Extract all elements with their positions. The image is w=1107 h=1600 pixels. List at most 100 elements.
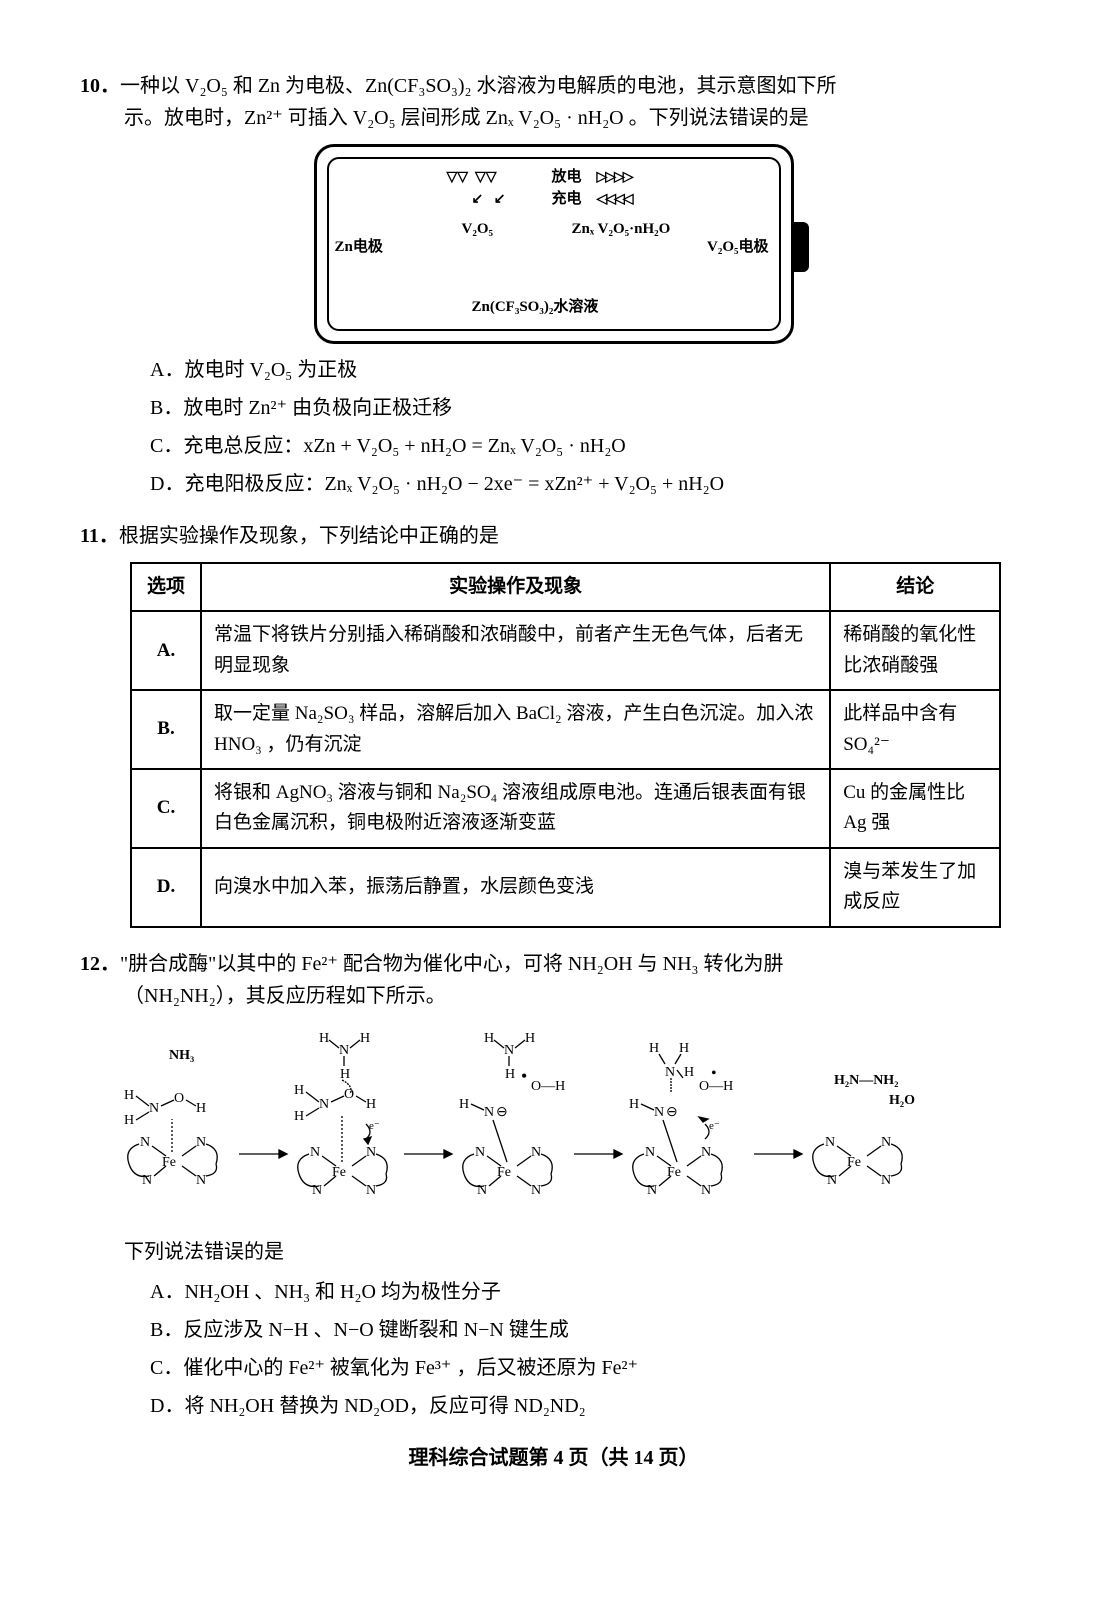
- svg-text:O: O: [174, 1091, 184, 1106]
- q10-number: 10．: [80, 75, 120, 97]
- znv2o5-label: Znₓ V₂O₅·nH₂O: [572, 217, 671, 241]
- cell-concl-d: 溴与苯发生了加成反应: [830, 848, 1000, 927]
- table-header-row: 选项 实验操作及现象 结论: [131, 563, 1000, 611]
- v2o5-label: V₂O₅: [462, 217, 494, 241]
- svg-text:N: N: [531, 1183, 541, 1198]
- q12-option-d: D．将 NH₂OH 替换为 ND₂OD，反应可得 ND₂ND₂: [150, 1390, 1027, 1422]
- product-water: H₂O: [889, 1093, 915, 1108]
- cell-op-b: 取一定量 Na₂SO₃ 样品，溶解后加入 BaCl₂ 溶液，产生白色沉淀。加入浓…: [201, 690, 830, 769]
- question-12: 12．"肼合成酶"以其中的 Fe²⁺ 配合物为催化中心，可将 NH₂OH 与 N…: [80, 948, 1027, 1422]
- cell-sel-c: C.: [131, 769, 201, 848]
- q11-table: 选项 实验操作及现象 结论 A. 常温下将铁片分别插入稀硝酸和浓硝酸中，前者产生…: [130, 562, 1001, 928]
- q10-option-c: C．充电总反应：xZn + V₂O₅ + nH₂O = Znₓ V₂O₅ · n…: [150, 430, 1027, 462]
- svg-text:H: H: [360, 1031, 370, 1046]
- svg-text:N: N: [701, 1183, 711, 1198]
- zn-electrode-label: Zn电极: [335, 235, 383, 259]
- svg-text:N: N: [665, 1065, 675, 1080]
- charge-label: 充电: [552, 187, 582, 211]
- page-footer: 理科综合试题第 4 页（共 14 页）: [80, 1442, 1027, 1474]
- q12-option-a: A．NH₂OH 、NH₃ 和 H₂O 均为极性分子: [150, 1276, 1027, 1308]
- q12-number: 12．: [80, 953, 120, 975]
- svg-text:N: N: [366, 1145, 376, 1160]
- svg-text:N: N: [196, 1135, 206, 1150]
- mech-structure-1: NH₃ H H N O H N N Fe N N: [124, 1048, 217, 1188]
- svg-text:H: H: [484, 1031, 494, 1046]
- mechanism-diagram: NH₃ H H N O H N N Fe N N: [80, 1024, 1027, 1224]
- q10-option-b: B．放电时 Zn²⁺ 由负极向正极迁移: [150, 392, 1027, 424]
- svg-text:H: H: [505, 1067, 515, 1082]
- svg-text:N: N: [142, 1173, 152, 1188]
- svg-text:N: N: [531, 1145, 541, 1160]
- q12-stem-line1: "肼合成酶"以其中的 Fe²⁺ 配合物为催化中心，可将 NH₂OH 与 NH₃ …: [120, 953, 784, 975]
- svg-text:N: N: [319, 1097, 329, 1112]
- mechanism-svg: NH₃ H H N O H N N Fe N N: [104, 1024, 1004, 1214]
- svg-text:H: H: [459, 1097, 469, 1112]
- battery-body: ▽▽ ▽▽ 放电 ▷▷▷▷ 充电 ◁◁◁◁ ↙ ↙ V₂O₅ Znₓ V₂O₅·…: [314, 144, 794, 344]
- nh3-label: NH₃: [169, 1048, 194, 1063]
- q10-stem-line1: 一种以 V₂O₅ 和 Zn 为电极、Zn(CF₃SO₃)₂ 水溶液为电解质的电池…: [120, 75, 837, 97]
- svg-text:N: N: [654, 1105, 664, 1120]
- svg-text:N: N: [149, 1101, 159, 1116]
- svg-text:N: N: [312, 1183, 322, 1198]
- svg-text:•: •: [711, 1065, 717, 1082]
- cell-concl-c: Cu 的金属性比 Ag 强: [830, 769, 1000, 848]
- svg-text:N: N: [647, 1183, 657, 1198]
- cell-concl-b: 此样品中含有 SO₄²⁻: [830, 690, 1000, 769]
- q11-stem-text: 根据实验操作及现象，下列结论中正确的是: [119, 525, 499, 547]
- mech-structure-2: HNH H HNH OH e⁻ N N Fe N N: [294, 1031, 387, 1198]
- q12-option-b: B．反应涉及 N−H 、N−O 键断裂和 N−N 键生成: [150, 1314, 1027, 1346]
- svg-text:e⁻: e⁻: [369, 1120, 380, 1132]
- q12-options: A．NH₂OH 、NH₃ 和 H₂O 均为极性分子 B．反应涉及 N−H 、N−…: [80, 1276, 1027, 1422]
- svg-text:N: N: [140, 1135, 150, 1150]
- svg-text:•: •: [521, 1066, 527, 1086]
- discharge-label: 放电: [552, 165, 582, 189]
- cell-sel-a: A.: [131, 611, 201, 690]
- discharge-right: ▷▷▷▷: [597, 167, 632, 189]
- svg-text:N: N: [196, 1173, 206, 1188]
- svg-text:H: H: [319, 1031, 329, 1046]
- cell-sel-b: B.: [131, 690, 201, 769]
- svg-text:H: H: [366, 1097, 376, 1112]
- svg-text:O: O: [344, 1087, 354, 1102]
- q10-stem-line2: 示。放电时，Zn²⁺ 可插入 V₂O₅ 层间形成 Znₓ V₂O₅ · nH₂O…: [80, 102, 1027, 134]
- table-row: C. 将银和 AgNO₃ 溶液与铜和 Na₂SO₄ 溶液组成原电池。连通后银表面…: [131, 769, 1000, 848]
- svg-text:H: H: [294, 1109, 304, 1124]
- v2o5-electrode-label: V₂O₅电极: [707, 235, 769, 259]
- svg-text:N: N: [366, 1183, 376, 1198]
- cell-op-c: 将银和 AgNO₃ 溶液与铜和 Na₂SO₄ 溶液组成原电池。连通后银表面有银白…: [201, 769, 830, 848]
- svg-text:⊖: ⊖: [666, 1105, 678, 1120]
- th-operation: 实验操作及现象: [201, 563, 830, 611]
- discharge-arrows: ▽▽ ▽▽: [447, 167, 497, 189]
- charge-right: ◁◁◁◁: [597, 189, 632, 211]
- svg-text:H: H: [294, 1083, 304, 1098]
- svg-text:H: H: [124, 1113, 134, 1128]
- q11-stem: 11．根据实验操作及现象，下列结论中正确的是: [80, 520, 1027, 552]
- table-row: A. 常温下将铁片分别插入稀硝酸和浓硝酸中，前者产生无色气体，后者无明显现象 稀…: [131, 611, 1000, 690]
- svg-text:N: N: [310, 1145, 320, 1160]
- svg-text:H: H: [649, 1041, 659, 1056]
- svg-text:H: H: [196, 1101, 206, 1116]
- svg-text:N: N: [825, 1135, 835, 1150]
- mech-structure-5: H₂N—NH₂ H₂O N N Fe N N: [812, 1073, 914, 1188]
- svg-text:N: N: [475, 1145, 485, 1160]
- q10-option-d: D．充电阳极反应：Znₓ V₂O₅ · nH₂O − 2xe⁻ = xZn²⁺ …: [150, 468, 1027, 500]
- question-11: 11．根据实验操作及现象，下列结论中正确的是 选项 实验操作及现象 结论 A. …: [80, 520, 1027, 928]
- q12-stem-line2: （NH₂NH₂），其反应历程如下所示。: [80, 980, 1027, 1012]
- cell-sel-d: D.: [131, 848, 201, 927]
- q12-option-c: C．催化中心的 Fe²⁺ 被氧化为 Fe³⁺ ，后又被还原为 Fe²⁺: [150, 1352, 1027, 1384]
- q10-stem: 10．一种以 V₂O₅ 和 Zn 为电极、Zn(CF₃SO₃)₂ 水溶液为电解质…: [80, 70, 1027, 102]
- th-conclusion: 结论: [830, 563, 1000, 611]
- charge-left: ↙ ↙: [472, 189, 506, 211]
- battery-cap: [791, 222, 809, 272]
- svg-text:N: N: [504, 1043, 514, 1058]
- svg-text:O—H: O—H: [531, 1079, 565, 1094]
- svg-text:N: N: [484, 1105, 494, 1120]
- svg-text:H: H: [684, 1065, 694, 1080]
- q12-stem: 12．"肼合成酶"以其中的 Fe²⁺ 配合物为催化中心，可将 NH₂OH 与 N…: [80, 948, 1027, 980]
- q11-number: 11．: [80, 525, 119, 547]
- svg-text:N: N: [881, 1173, 891, 1188]
- svg-text:H: H: [124, 1088, 134, 1103]
- q10-options: A．放电时 V₂O₅ 为正极 B．放电时 Zn²⁺ 由负极向正极迁移 C．充电总…: [80, 354, 1027, 500]
- svg-text:N: N: [881, 1135, 891, 1150]
- svg-text:H: H: [340, 1067, 350, 1082]
